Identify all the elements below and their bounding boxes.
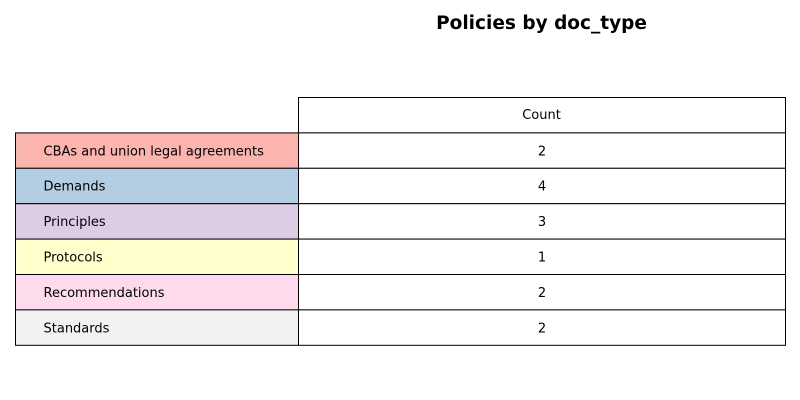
chart-title: Policies by doc_type <box>436 13 647 34</box>
table-row: Standards 2 <box>15 309 786 346</box>
row-value: 2 <box>538 144 546 159</box>
table-row: Demands 4 <box>15 167 786 205</box>
row-label-cell <box>15 203 299 240</box>
row-value-cell <box>298 309 786 346</box>
table-row: Principles 3 <box>15 203 786 240</box>
row-value: 2 <box>538 286 546 301</box>
row-label: Principles <box>44 215 106 230</box>
table-row: CBAs and union legal agreements 2 <box>15 132 786 169</box>
column-header-label: Count <box>522 108 561 123</box>
row-value: 4 <box>538 180 546 195</box>
header-cell <box>298 97 786 134</box>
row-value-cell <box>298 238 786 276</box>
row-label: CBAs and union legal agreements <box>44 144 265 159</box>
row-label-cell <box>15 309 299 346</box>
table-row: Recommendations 2 <box>15 274 786 311</box>
row-label: Recommendations <box>44 286 165 301</box>
row-value-cell <box>298 274 786 311</box>
row-value: 3 <box>538 215 546 230</box>
table-body: CBAs and union legal agreements 2 Demands 4… <box>15 132 786 346</box>
table-row: Protocols 1 <box>15 238 786 276</box>
row-value-cell <box>298 132 786 169</box>
row-value-cell <box>298 203 786 240</box>
table-header: Count <box>298 97 786 134</box>
row-label-cell <box>15 238 299 276</box>
row-label: Demands <box>44 180 106 195</box>
row-label: Standards <box>44 321 110 336</box>
row-value: 2 <box>538 321 546 336</box>
row-value: 1 <box>538 251 546 266</box>
row-label: Protocols <box>44 251 103 266</box>
row-value-cell <box>298 167 786 205</box>
